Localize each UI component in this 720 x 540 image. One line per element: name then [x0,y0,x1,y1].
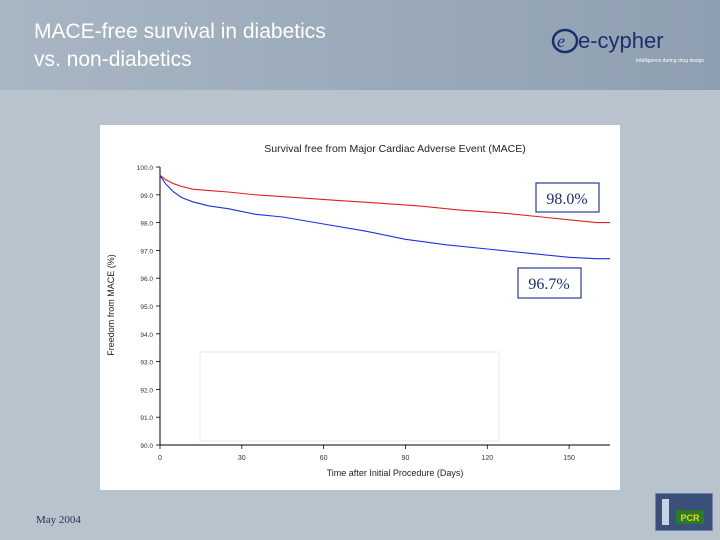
y-tick-label: 94.0 [140,332,153,339]
y-tick-label: 96.0 [140,276,153,283]
x-tick-label: 60 [320,455,328,462]
chart-title: Survival free from Major Cardiac Adverse… [264,143,525,155]
title-line-1: MACE-free survival in diabetics [34,20,326,43]
legend-blank-box [199,351,500,442]
annotation-98-0: 98.0% [546,191,587,208]
logo-e-ring [551,28,579,54]
x-tick-label: 0 [158,455,162,462]
y-tick-label: 93.0 [140,360,153,367]
x-ticks: 0 30 60 90 120 150 [158,445,575,462]
y-ticks: 90.0 91.0 92.0 93.0 94.0 95.0 96.0 97.0 98.0 99.0… [137,165,160,450]
svg-text:e: e [557,31,565,51]
x-tick-label: 90 [402,455,410,462]
footer-date: May 2004 [36,514,81,526]
y-tick-label: 98.0 [140,221,153,228]
annotation-diabetics: 96.7% [517,267,582,299]
x-tick-label: 30 [238,455,246,462]
slide-title: MACE-free survival in diabetics vs. non-… [34,18,454,74]
e-cypher-logo: e e-cypher Intelligence during drug desi… [551,28,704,64]
y-tick-label: 90.0 [140,443,153,450]
series-line-diabetics [159,174,610,260]
header-bar: MACE-free survival in diabetics vs. non-… [0,0,720,90]
y-tick-label: 95.0 [140,304,153,311]
annotation-96-7: 96.7% [528,276,569,293]
y-tick-label: 91.0 [140,415,153,422]
y-axis-label: Freedom from MACE (%) [106,254,116,356]
x-axis-label: Time after Initial Procedure (Days) [327,468,464,478]
y-tick-label: 100.0 [137,165,154,172]
annotation-non-diabetics: 98.0% [535,182,600,213]
series-line-non-diabetics [159,174,610,224]
title-line-2: vs. non-diabetics [34,48,192,71]
y-tick-label: 92.0 [140,387,153,394]
badge-label: PCR [680,513,700,523]
tower-icon [662,499,669,525]
y-tick-label: 99.0 [140,193,153,200]
mace-survival-chart: Survival free from Major Cardiac Adverse… [106,143,610,478]
logo-brand: e-cypher [578,28,664,53]
y-tick-label: 97.0 [140,248,153,255]
x-tick-label: 150 [563,455,575,462]
x-tick-label: 120 [481,455,493,462]
chart-panel: Survival free from Major Cardiac Adverse… [100,125,620,490]
pcr-badge: PCR [655,493,713,531]
logo-tagline: Intelligence during drug design [636,58,704,64]
